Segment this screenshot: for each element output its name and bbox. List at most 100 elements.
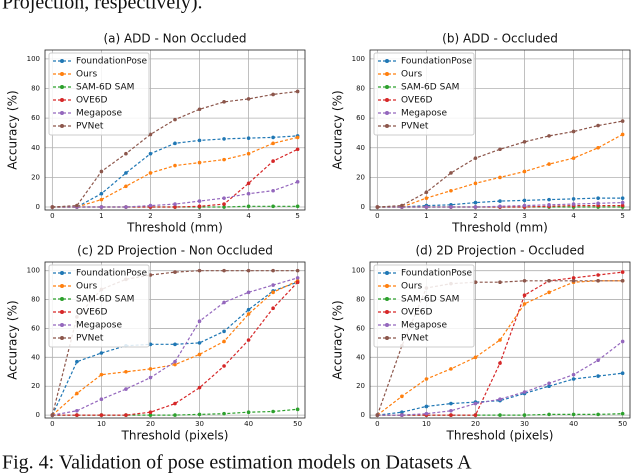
data-point bbox=[246, 181, 251, 186]
y-tick-label: 0 bbox=[361, 203, 365, 211]
data-point bbox=[295, 204, 300, 209]
data-point bbox=[75, 359, 79, 364]
data-point bbox=[620, 200, 625, 205]
data-point bbox=[271, 290, 275, 295]
data-point bbox=[571, 276, 576, 280]
data-point bbox=[222, 196, 226, 200]
y-tick-label: 40 bbox=[31, 144, 40, 152]
chart-title: (a) ADD - Non Occluded bbox=[103, 32, 246, 46]
data-point bbox=[222, 202, 226, 206]
data-point bbox=[173, 359, 177, 364]
x-tick-label: 4 bbox=[571, 212, 576, 220]
data-point bbox=[222, 411, 226, 416]
data-point bbox=[620, 203, 625, 208]
data-point bbox=[271, 204, 275, 209]
legend-label: PVNet bbox=[76, 122, 104, 132]
legend-label: OVE6D bbox=[401, 308, 432, 318]
data-point bbox=[473, 205, 478, 209]
series-line bbox=[377, 280, 623, 416]
data-point bbox=[75, 408, 79, 413]
data-point bbox=[222, 339, 226, 344]
data-point bbox=[473, 280, 478, 285]
chart-title: (d) 2D Projection - Occluded bbox=[416, 244, 585, 258]
data-point bbox=[99, 191, 104, 196]
data-point bbox=[571, 156, 576, 160]
plot-frame bbox=[369, 261, 631, 419]
data-point bbox=[522, 302, 527, 306]
legend-box bbox=[373, 264, 475, 348]
data-point bbox=[547, 203, 551, 207]
series-line bbox=[377, 372, 623, 416]
data-point bbox=[75, 391, 79, 396]
plot-frame bbox=[44, 49, 306, 211]
data-point bbox=[173, 401, 177, 406]
data-point bbox=[620, 339, 625, 344]
legend-label: Ours bbox=[401, 282, 422, 292]
x-tick-label: 0 bbox=[375, 212, 379, 220]
data-point bbox=[424, 377, 429, 381]
data-point bbox=[246, 338, 251, 342]
data-point bbox=[547, 162, 551, 166]
y-tick-label: 80 bbox=[31, 85, 40, 93]
legend-label: OVE6D bbox=[76, 96, 107, 106]
data-point bbox=[148, 375, 153, 380]
series-line bbox=[52, 281, 299, 416]
x-tick-label: 10 bbox=[97, 420, 106, 428]
data-point bbox=[197, 268, 202, 273]
data-point bbox=[197, 160, 202, 165]
data-point bbox=[498, 413, 502, 417]
data-point bbox=[197, 352, 202, 357]
y-tick-label: 100 bbox=[27, 267, 40, 275]
data-point bbox=[449, 401, 453, 406]
data-point bbox=[173, 202, 177, 206]
y-tick-label: 60 bbox=[31, 114, 40, 122]
x-tick-label: 30 bbox=[520, 420, 529, 428]
x-tick-label: 10 bbox=[422, 420, 431, 428]
legend-label: Ours bbox=[76, 70, 97, 80]
data-point bbox=[99, 197, 104, 202]
data-point bbox=[197, 138, 202, 143]
x-axis-label: Threshold (pixels) bbox=[446, 429, 554, 443]
data-point bbox=[246, 204, 251, 209]
data-point bbox=[124, 171, 128, 175]
data-point bbox=[246, 136, 251, 140]
legend-label: Ours bbox=[401, 70, 422, 80]
data-point bbox=[620, 371, 625, 376]
data-point bbox=[424, 404, 429, 409]
x-tick-label: 50 bbox=[293, 420, 302, 428]
data-point bbox=[449, 188, 453, 193]
x-tick-label: 50 bbox=[618, 420, 627, 428]
data-point bbox=[424, 205, 429, 209]
x-tick-label: 30 bbox=[195, 420, 204, 428]
plot-frame bbox=[44, 261, 306, 419]
data-point bbox=[596, 273, 600, 277]
y-tick-label: 20 bbox=[31, 173, 40, 181]
data-point bbox=[620, 132, 625, 137]
data-point bbox=[222, 100, 226, 104]
x-tick-label: 2 bbox=[148, 212, 152, 220]
data-point bbox=[522, 293, 527, 298]
data-point bbox=[571, 197, 576, 201]
x-tick-label: 20 bbox=[146, 420, 155, 428]
data-point bbox=[173, 141, 177, 146]
x-tick-label: 40 bbox=[244, 420, 253, 428]
data-point bbox=[498, 204, 502, 209]
data-point bbox=[99, 397, 104, 402]
data-point bbox=[449, 171, 453, 175]
data-point bbox=[99, 372, 104, 377]
data-point bbox=[449, 205, 453, 209]
data-point bbox=[295, 89, 300, 94]
y-tick-label: 20 bbox=[356, 382, 365, 390]
data-point bbox=[271, 141, 275, 146]
data-point bbox=[271, 306, 275, 311]
data-point bbox=[246, 312, 251, 316]
legend-marker bbox=[60, 310, 64, 314]
x-tick-label: 4 bbox=[246, 212, 251, 220]
data-point bbox=[124, 369, 128, 374]
legend-label: Megapose bbox=[401, 321, 447, 331]
x-tick-label: 5 bbox=[295, 212, 299, 220]
data-point bbox=[498, 338, 502, 342]
data-point bbox=[596, 145, 600, 150]
legend-label: FoundationPose bbox=[76, 269, 148, 279]
data-point bbox=[596, 358, 600, 363]
